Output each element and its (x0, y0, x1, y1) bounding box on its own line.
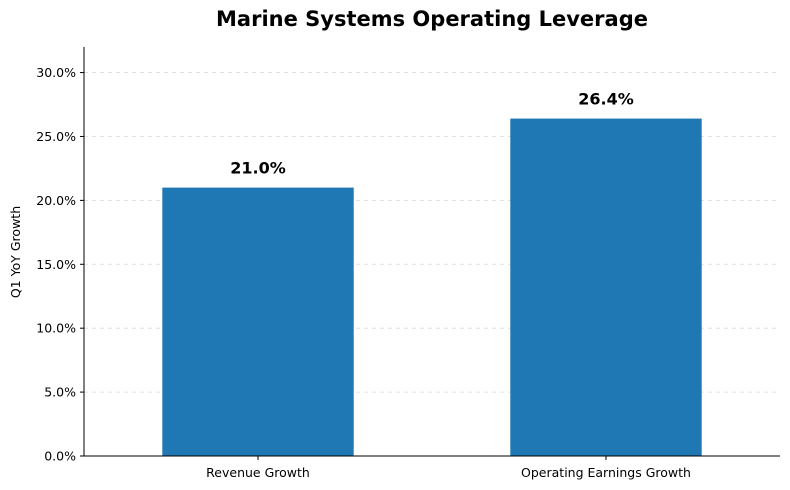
y-tick-label: 25.0% (36, 129, 76, 144)
y-tick-label: 0.0% (44, 449, 76, 464)
y-tick-label: 30.0% (36, 65, 76, 80)
bars (162, 118, 702, 456)
x-axis: Revenue Growth Operating Earnings Growth (84, 455, 780, 480)
data-labels: 21.0% 26.4% (230, 90, 634, 178)
y-tick-label: 15.0% (36, 257, 76, 272)
y-axis: 0.0% 5.0% 10.0% 15.0% 20.0% 25.0% 30.0% (36, 47, 85, 464)
bar (510, 118, 702, 456)
x-tick-label: Operating Earnings Growth (521, 465, 691, 480)
y-axis-label: Q1 YoY Growth (8, 206, 23, 298)
bar-data-label: 21.0% (230, 159, 286, 178)
y-tick-label: 20.0% (36, 193, 76, 208)
y-tick-label: 5.0% (44, 385, 76, 400)
x-tick-label: Revenue Growth (206, 465, 310, 480)
chart-title: Marine Systems Operating Leverage (216, 7, 648, 31)
bar-data-label: 26.4% (578, 90, 634, 109)
y-tick-label: 10.0% (36, 321, 76, 336)
bar (162, 187, 354, 456)
